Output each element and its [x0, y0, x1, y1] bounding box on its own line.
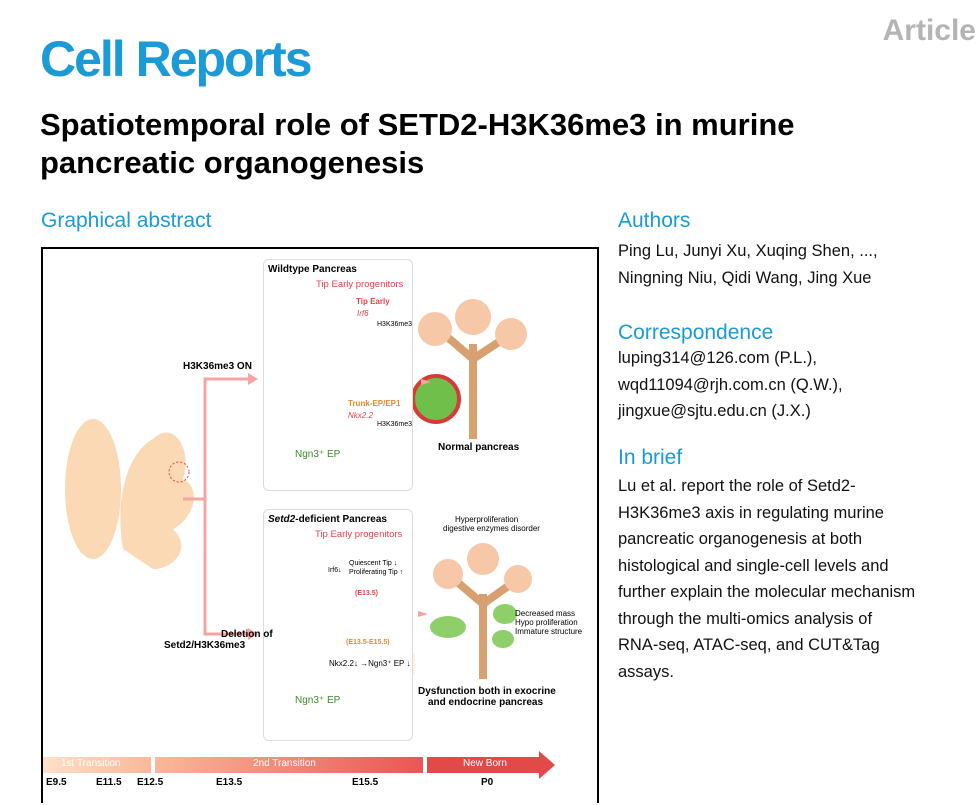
label: Deletion of: [221, 629, 273, 640]
label: Trunk-EP/EP1: [348, 399, 401, 408]
timeline-arrow-newborn: [427, 751, 555, 779]
in-brief-line: further explain the molecular mechanism: [618, 583, 916, 601]
in-brief-line: pancreatic organogenesis at both: [618, 530, 863, 548]
in-brief-section: In brief Lu et al. report the role of Se…: [618, 446, 915, 685]
label: Irf6: [357, 309, 369, 318]
correspondence-heading: Correspondence: [618, 321, 774, 344]
in-brief-line: Lu et al. report the role of Setd2-: [618, 477, 856, 495]
title-line: pancreatic organogenesis: [40, 145, 425, 180]
label: and endocrine pancreas: [428, 697, 544, 708]
branch-arrow: [183, 377, 248, 636]
title-line: Spatiotemporal role of SETD2-H3K36me3 in…: [40, 107, 795, 142]
label: Tip Early progenitors: [316, 279, 404, 290]
in-brief-line: histological and single-cell levels and: [618, 556, 889, 575]
label: Setd2: [268, 514, 296, 525]
timeline-tick: E12.5: [137, 777, 164, 788]
label: H3K36me3: [377, 321, 413, 328]
authors-line: Ningning Niu, Qidi Wang, Jing Xue: [618, 268, 872, 287]
label: H3K36me3: [377, 421, 413, 428]
graphical-abstract-heading: Graphical abstract: [41, 209, 212, 232]
timeline-label: 2nd Transition: [253, 758, 316, 769]
authors-section: Authors Ping Lu, Junyi Xu, Xuqing Shen, …: [618, 209, 878, 291]
label: Setd2/H3K36me3: [164, 640, 246, 651]
label: Hyperproliferation: [455, 515, 519, 524]
email-link[interactable]: jingxue@sjtu.edu.cn (J.X.): [618, 402, 811, 420]
in-brief-heading: In brief: [618, 446, 683, 469]
bud-shape: [65, 419, 121, 559]
journal-logo: Cell Reports: [40, 31, 313, 87]
timeline-label: 1st Transition: [61, 758, 121, 769]
article-type: Article: [882, 14, 976, 47]
in-brief-line: through the multi-omics analysis of: [618, 609, 873, 628]
bud-shape: [120, 432, 194, 569]
in-brief-line: assays.: [618, 662, 674, 681]
label: Ngn3⁺ EP: [295, 695, 341, 706]
deficient-panel: [263, 509, 413, 741]
label: digestive enzymes disorder: [443, 524, 540, 533]
authors-line: Ping Lu, Junyi Xu, Xuqing Shen, ...,: [618, 242, 878, 260]
timeline-tick: P0: [481, 777, 494, 788]
email-link[interactable]: wqd11094@rjh.com.cn (Q.W.),: [618, 375, 843, 394]
in-brief-line: H3K36me3 axis in regulating murine: [618, 503, 884, 522]
timeline-tick: E11.5: [96, 777, 122, 788]
normal-pancreas-illustration: [411, 299, 527, 439]
wildtype-title: Wildtype Pancreas: [268, 264, 357, 275]
label: Tip Early progenitors: [315, 529, 403, 540]
label: Nkx2.2↓ →Ngn3⁺ EP ↓: [329, 659, 411, 668]
label: Decreased mass: [515, 609, 576, 618]
deficient-pancreas-illustration: [430, 543, 532, 679]
label: Ngn3⁺ EP: [295, 449, 341, 460]
timeline-tick: E9.5: [46, 777, 67, 788]
timeline-tick: E13.5: [216, 777, 243, 788]
email-link[interactable]: luping314@126.com (P.L.),: [618, 349, 817, 367]
timeline-label: New Born: [463, 758, 507, 769]
label: Normal pancreas: [438, 442, 520, 453]
label: Irf6↓: [328, 567, 342, 574]
label: -deficient Pancreas: [295, 514, 387, 525]
label: Proliferating Tip ↑: [349, 569, 404, 576]
label: Quiescent Tip ↓: [349, 560, 398, 567]
label: Hypo proliferation: [515, 618, 578, 627]
article-title: Spatiotemporal role of SETD2-H3K36me3 in…: [40, 106, 980, 182]
authors-heading: Authors: [618, 209, 691, 232]
timeline-bar-first: [43, 757, 151, 773]
label: Dysfunction both in exocrine: [418, 686, 556, 697]
graphical-abstract: Wildtype Pancreas Tip Early progenitors …: [41, 247, 599, 803]
label: H3K36me3 ON: [183, 361, 252, 372]
label: Tip Early: [356, 297, 390, 306]
wildtype-panel: [263, 259, 413, 491]
correspondence-section: Correspondence luping314@126.com (P.L.),…: [618, 321, 843, 425]
timeline-bar-second: [155, 757, 423, 773]
label: (E13.5): [355, 590, 378, 597]
in-brief-line: RNA-seq, ATAC-seq, and CUT&Tag: [618, 636, 880, 654]
timeline-tick: E15.5: [352, 777, 379, 788]
label: (E13.5-E15.5): [346, 639, 390, 646]
label: Nkx2.2: [348, 411, 373, 420]
label: Immature structure: [515, 627, 583, 636]
